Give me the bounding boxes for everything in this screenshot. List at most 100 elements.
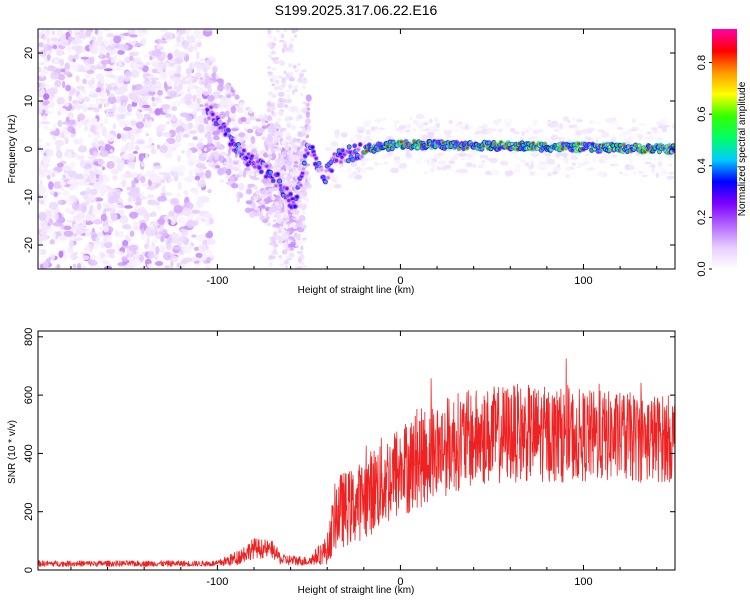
spectrogram-cell <box>143 113 151 120</box>
spectrogram-cell <box>197 42 202 48</box>
spectrogram-cell <box>297 63 301 66</box>
spectrogram-cell <box>246 128 254 134</box>
spectrogram-cell <box>116 83 122 89</box>
spectrogram-cell <box>78 216 82 223</box>
spectrogram-cell <box>349 136 356 140</box>
spectrogram-cell <box>129 51 139 56</box>
spectrogram-cell <box>415 113 425 120</box>
spectrogram-cell <box>214 164 221 169</box>
spectrogram-cell <box>359 167 367 173</box>
spectrogram-cell <box>281 249 288 255</box>
spectrogram-cell <box>238 168 243 176</box>
spectrogram-cell <box>183 41 189 50</box>
spectrogram-cell <box>302 129 307 134</box>
spectrogram-cell <box>156 205 162 211</box>
spectrogram-cell <box>547 119 552 123</box>
spectrogram-cell <box>262 177 268 186</box>
spectrogram-cell <box>617 127 624 130</box>
spectrogram-cell <box>178 249 184 254</box>
spectrogram-cell <box>668 163 673 167</box>
spectrogram-cell <box>423 158 428 165</box>
spectrogram-cell <box>302 161 306 165</box>
spectrogram-cell <box>46 170 53 176</box>
spectrogram-cell <box>150 200 160 206</box>
spectrogram-cell <box>163 81 168 89</box>
spectrogram-cell <box>190 110 196 115</box>
spectrogram-cell <box>133 63 143 68</box>
spectrogram-cell <box>40 88 46 97</box>
spectrogram-cell <box>486 129 493 135</box>
spectrogram-cell <box>514 131 520 135</box>
spectrogram-cell <box>151 79 157 85</box>
spectrogram-cell <box>339 160 343 164</box>
spectrogram-cell <box>75 34 80 44</box>
spectrogram-cell <box>284 230 290 236</box>
spectrogram-cell <box>175 126 185 134</box>
spectrogram-cell <box>220 151 227 157</box>
spectrogram-cell <box>137 140 145 144</box>
spectrogram-cell <box>203 216 210 223</box>
spectrogram-cell <box>128 244 138 252</box>
spectrogram-cell <box>57 73 66 81</box>
spectrogram-cell <box>38 31 43 39</box>
spectrogram-cell <box>63 230 74 237</box>
spectrogram-cell <box>121 223 132 230</box>
spectrogram-cell <box>248 144 253 149</box>
spectrogram-cell <box>320 168 324 172</box>
spectrogram-cell <box>266 102 273 107</box>
spectrogram-cell <box>196 179 206 188</box>
spectrogram-cell <box>395 128 402 132</box>
spectrogram-cell <box>292 154 299 161</box>
spectrogram-cell <box>116 230 125 238</box>
spectrogram-cell <box>231 182 239 189</box>
spectrogram-cell <box>129 188 139 197</box>
spectrogram-cell <box>157 130 162 138</box>
spectrogram-cell <box>521 130 525 137</box>
spectrogram-cell <box>117 75 125 85</box>
spectrogram-cell <box>429 168 435 173</box>
spectrogram-cell <box>198 114 204 123</box>
spectrogram-cell <box>374 118 383 123</box>
spectrogram-cell <box>374 161 379 167</box>
spectrogram-cell <box>612 154 618 157</box>
spectrogram-cell <box>89 45 99 55</box>
spectrogram-cell <box>288 243 296 248</box>
spectrogram-cell <box>356 148 360 151</box>
spectrogram-cell <box>119 215 129 224</box>
spectrogram-cell <box>297 139 302 144</box>
spectrogram-cell <box>538 129 543 133</box>
spectrogram-cell <box>88 85 96 89</box>
spectrogram-cell <box>72 185 79 190</box>
spectrogram-cell <box>46 65 57 72</box>
spectrogram-cell <box>289 171 296 177</box>
spectrogram-cell <box>393 156 401 161</box>
spectrogram-cell <box>141 85 151 94</box>
spectrogram-cell <box>365 149 369 153</box>
spectrogram-cell <box>280 169 285 174</box>
spectrogram-cell <box>139 196 148 200</box>
spectrogram-cell <box>641 157 647 161</box>
spectrogram-cell <box>267 29 272 35</box>
spectrogram-cell <box>54 79 62 88</box>
spectrogram-cell <box>143 54 149 58</box>
spectrogram-cell <box>305 196 309 203</box>
spectrogram-cell <box>121 83 128 89</box>
spectrogram-cell <box>266 150 273 156</box>
spectrogram-cell <box>219 99 226 107</box>
spectrogram-cell <box>651 136 659 141</box>
spectrogram-cell <box>412 119 419 125</box>
spectrogram-cell <box>40 224 51 232</box>
spectrogram-cell <box>261 125 269 129</box>
spectrogram-cell <box>99 123 104 127</box>
spectrogram-cell <box>565 166 572 172</box>
spectrogram-cell <box>175 134 182 143</box>
spectrogram-cell <box>157 39 163 44</box>
spectrogram-cell <box>166 137 176 145</box>
spectrogram-cell <box>190 103 199 107</box>
spectrogram-cell <box>288 43 294 50</box>
spectrogram-cell <box>126 153 135 161</box>
spectrogram-cell <box>562 116 569 122</box>
spectrogram-cell <box>276 167 281 172</box>
spectrogram-cell <box>154 62 160 69</box>
spectrogram-cell <box>364 157 370 162</box>
